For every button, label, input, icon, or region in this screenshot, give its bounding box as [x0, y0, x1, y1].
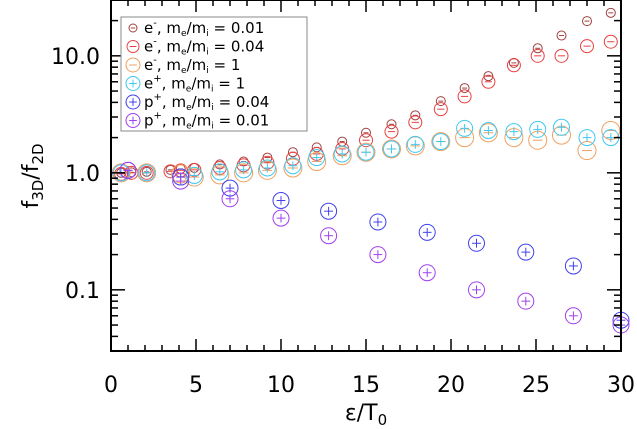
data-point [432, 133, 450, 151]
legend-label: e-, me/mi = 0.04 [144, 37, 264, 58]
legend-item: e+, me/mi = 1 [125, 74, 245, 95]
y-axis-title: f3D/f2D [19, 143, 47, 208]
legend-marker-icon [125, 94, 141, 110]
data-point [577, 141, 597, 161]
legend-item: e-, me/mi = 0.01 [128, 18, 264, 39]
data-point [163, 164, 178, 179]
axis-labels: ε/T0 f3D/f2D [19, 143, 387, 429]
data-point [386, 119, 397, 130]
data-point [505, 123, 523, 141]
data-point [578, 129, 596, 147]
data-point [468, 281, 485, 299]
data-point [564, 257, 582, 275]
x-tick-label: 20 [437, 373, 465, 398]
legend-label: e-, me/mi = 0.01 [144, 18, 264, 39]
data-point [357, 143, 375, 161]
data-point [337, 136, 348, 147]
x-tick-label: 5 [189, 373, 203, 398]
legend-marker-icon [125, 57, 141, 73]
data-point [119, 161, 137, 179]
data-point [172, 172, 190, 190]
data-point [410, 110, 421, 121]
data-point [258, 159, 276, 177]
data-point [418, 223, 436, 241]
data-point [433, 102, 448, 117]
y-tick-label: 0.1 [65, 279, 100, 304]
data-point [556, 30, 567, 41]
data-point [603, 34, 618, 49]
data-point [582, 16, 592, 27]
data-point [406, 135, 424, 153]
data-point [457, 89, 472, 104]
data-point [284, 157, 302, 175]
legend-box [120, 16, 308, 132]
data-point [564, 307, 582, 325]
data-point [580, 39, 594, 54]
legend-marker-icon [126, 40, 140, 53]
data-point [529, 120, 547, 138]
data-point [211, 163, 229, 181]
series-4 [119, 161, 630, 329]
x-tick-label: 10 [267, 373, 295, 398]
data-point [320, 202, 338, 220]
data-point [221, 190, 239, 208]
data-point [517, 243, 535, 261]
axes: 0 5 10 15 20 25 30 0.1 1.0 10.0 [51, 0, 635, 398]
data-point [456, 119, 474, 137]
data-point [333, 145, 351, 163]
data-point [553, 118, 570, 136]
data-point [532, 43, 543, 54]
x-tick-label: 30 [607, 373, 635, 398]
legend-item: p+, me/mi = 0.04 [125, 92, 269, 113]
data-point [138, 164, 156, 182]
data-point [359, 133, 373, 148]
legend-label: p+, me/mi = 0.04 [144, 92, 269, 113]
data-point [517, 292, 535, 310]
data-point [408, 115, 423, 130]
legend-label: p+, me/mi = 0.01 [144, 111, 269, 132]
data-point [369, 246, 387, 264]
data-point [369, 213, 387, 231]
legend: e-, me/mi = 0.01e-, me/mi = 0.04e-, me/m… [120, 16, 308, 132]
data-point [272, 209, 290, 227]
y-tick-label: 1.0 [65, 162, 100, 187]
data-point [506, 58, 521, 73]
data-point [530, 48, 545, 63]
plot-area [111, 7, 630, 334]
data-point [468, 234, 485, 252]
y-tick-label: 10.0 [51, 45, 100, 70]
data-point [459, 83, 470, 94]
data-point [479, 122, 497, 140]
legend-item: e-, me/mi = 0.04 [126, 37, 264, 58]
data-point [481, 74, 496, 89]
data-point [418, 264, 436, 282]
x-axis-title: ε/T0 [345, 401, 387, 429]
legend-item: e-, me/mi = 1 [125, 55, 240, 76]
data-point [235, 161, 253, 179]
legend-marker-icon [128, 23, 138, 33]
data-point [435, 96, 446, 107]
data-point [308, 149, 326, 167]
data-point [383, 140, 400, 158]
series-3 [112, 118, 620, 184]
data-point [361, 127, 371, 138]
legend-marker-icon [125, 113, 141, 128]
legend-label: e-, me/mi = 1 [144, 55, 240, 76]
data-point [384, 124, 399, 139]
series-5 [119, 161, 630, 334]
data-point [554, 48, 569, 63]
data-point [483, 71, 494, 82]
x-tick-label: 0 [104, 373, 118, 398]
legend-item: p+, me/mi = 0.01 [125, 111, 269, 132]
x-tick-label: 15 [352, 373, 380, 398]
data-point [320, 227, 338, 245]
legend-label: e+, me/mi = 1 [144, 74, 245, 95]
data-point [605, 7, 616, 18]
legend-marker-icon [125, 76, 141, 91]
x-tick-label: 25 [522, 373, 550, 398]
data-point [272, 192, 290, 210]
